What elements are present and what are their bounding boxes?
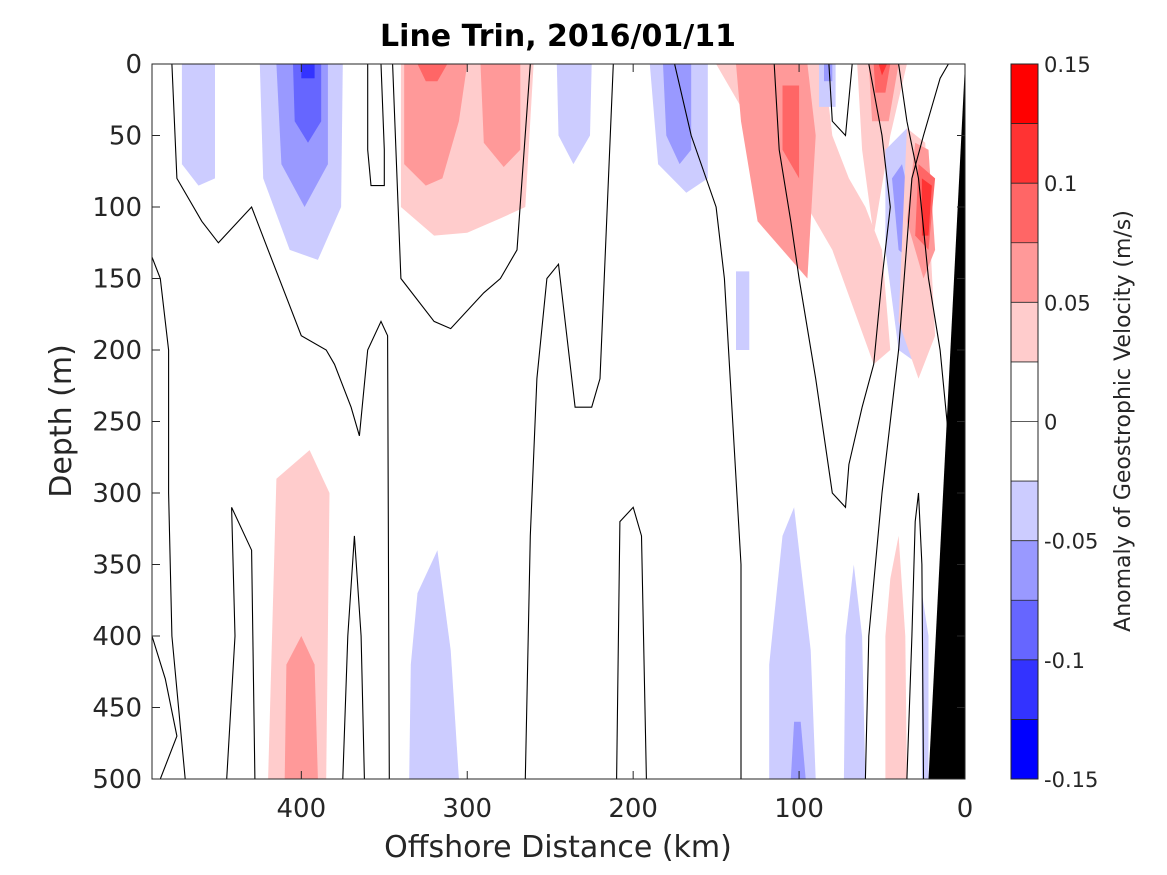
anomaly-region-pos-50km-outer [857, 64, 907, 236]
y-tick-label: 100 [92, 193, 142, 223]
colorbar-level [1011, 183, 1038, 243]
anomaly-region-neg-180km-inner [663, 64, 692, 165]
x-tick-label: 200 [608, 794, 658, 824]
zero-contour-line [674, 64, 742, 779]
anomaly-region-pos-40km-deep [885, 535, 907, 779]
x-tick-label: 0 [957, 794, 974, 824]
colorbar-level [1011, 719, 1038, 779]
zero-contour-line [367, 64, 385, 187]
anomaly-region-neg-235km [556, 64, 592, 165]
anomaly-region-neg-75km [824, 64, 833, 82]
y-tick-label: 250 [92, 408, 142, 438]
colorbar-level [1011, 540, 1038, 601]
zero-contour-line [342, 535, 365, 779]
colorbar-level [1011, 421, 1038, 482]
anomaly-region-pos-320km [404, 64, 468, 186]
colorbar-tick-label: 0.05 [1044, 291, 1091, 315]
anomaly-region-neg-100km-deep-core [790, 721, 806, 779]
colorbar-level [1011, 481, 1038, 541]
y-tick-label: 200 [92, 336, 142, 366]
y-axis: 0 50 100 150 200 250 300 350 400 450 500 [92, 50, 965, 795]
bottom-mask [928, 64, 965, 779]
y-tick-label: 500 [92, 765, 142, 795]
anomaly-region-pos-20km-core [921, 178, 932, 236]
anomaly-region-neg-135km [736, 271, 750, 350]
zero-contour-line [864, 64, 949, 779]
anomaly-region-neg-400km-core [301, 64, 315, 79]
anomaly-region-neg-60km-deep [843, 564, 866, 779]
x-axis: 400 300 200 100 0 [277, 64, 974, 824]
colorbar-level [1011, 242, 1038, 303]
y-tick-label: 50 [109, 122, 142, 152]
colorbar-level [1011, 64, 1038, 124]
anomaly-region-pos-50km-inner [873, 64, 891, 93]
chart-title: Line Trin, 2016/01/11 [380, 19, 736, 54]
plot-area [151, 63, 966, 780]
y-axis-label: Depth (m) [44, 344, 79, 498]
x-tick-label: 300 [442, 794, 492, 824]
zero-contour-line [524, 64, 614, 779]
colorbar-label: Anomaly of Geostrophic Velocity (m/s) [1111, 210, 1136, 632]
y-tick-label: 450 [92, 694, 142, 724]
colorbar-tick-label: 0.15 [1044, 53, 1091, 77]
zero-contours [152, 64, 965, 779]
colorbar-tick-label: -0.1 [1044, 649, 1085, 673]
zero-contour-line [152, 256, 186, 779]
bathymetry-mask [928, 64, 965, 779]
colorbar-tick-label: -0.15 [1044, 768, 1098, 792]
zero-contour-line [171, 64, 390, 779]
colorbar-level [1011, 123, 1038, 184]
y-tick-label: 0 [125, 50, 142, 80]
anomaly-region-neg-310km-deep [409, 550, 459, 779]
y-tick-label: 350 [92, 551, 142, 581]
anomaly-region-pos-325km-core [417, 64, 448, 82]
anomaly-region-pos-400km-deep-inner [284, 636, 318, 779]
anomaly-fills [181, 64, 936, 779]
zero-contour-line [392, 64, 531, 330]
colorbar-tick-label: 0 [1044, 411, 1057, 435]
x-tick-label: 400 [277, 794, 327, 824]
colorbar-level [1011, 659, 1038, 720]
anomaly-region-neg-100km-deep [769, 507, 816, 779]
colorbar-level [1011, 361, 1038, 422]
y-tick-label: 300 [92, 479, 142, 509]
x-axis-label: Offshore Distance (km) [384, 830, 732, 865]
anomaly-region-pos-280km [480, 64, 521, 167]
zero-contour-line [828, 64, 853, 137]
zero-contour-line [616, 506, 647, 779]
anomaly-region-pos-110km-inner [782, 85, 800, 179]
anomaly-region-pos-110km-outer [716, 64, 891, 365]
zero-contour-line [152, 635, 178, 779]
y-tick-label: 150 [92, 265, 142, 295]
colorbar-frame [1010, 63, 1039, 780]
colorbar-tick-label: -0.05 [1044, 530, 1098, 554]
colorbar-level [1011, 302, 1038, 362]
zero-contour-line [906, 492, 925, 779]
y-tick-label: 400 [92, 622, 142, 652]
colorbar-tick-label: 0.1 [1044, 172, 1077, 196]
colorbar-level [1011, 600, 1038, 660]
x-tick-label: 100 [774, 794, 824, 824]
zero-contour-line [773, 64, 891, 509]
anomaly-region-pos-50km-core [878, 64, 887, 76]
anomaly-region-neg-400km-inner [293, 64, 322, 143]
colorbar: 0.15 0.1 0.05 0 -0.05 -0.1 -0.15 [1010, 53, 1098, 792]
zero-contour-line [226, 507, 256, 779]
anomaly-region-neg-460km [181, 64, 215, 186]
